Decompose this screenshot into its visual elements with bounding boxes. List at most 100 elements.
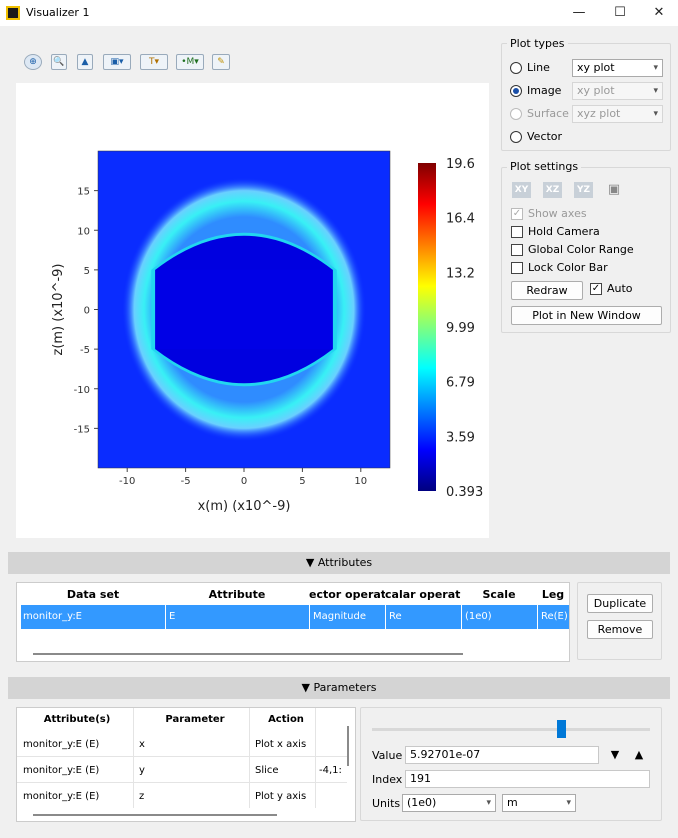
hold-camera-checkbox[interactable] bbox=[511, 226, 523, 238]
parameter-value-panel bbox=[360, 707, 662, 821]
colorbar-tick-label: 13.2 bbox=[446, 266, 475, 281]
parameter-slider-track[interactable] bbox=[372, 728, 650, 731]
x-tick-label: -10 bbox=[119, 476, 135, 487]
surface-plot-combo: xyz plot ▾ bbox=[572, 105, 663, 123]
auto-checkbox[interactable]: ✓ bbox=[590, 283, 602, 295]
save-icon[interactable]: ▣ bbox=[607, 182, 621, 197]
x-tick-label: 0 bbox=[241, 476, 247, 487]
plot-settings-title: Plot settings bbox=[507, 160, 582, 173]
table-row[interactable]: monitor_y:E (E) y Slice -4,1: bbox=[17, 758, 347, 782]
parameters-table: Attribute(s) Parameter Action monitor_y:… bbox=[16, 707, 356, 822]
text-icon[interactable]: T▾ bbox=[140, 54, 168, 70]
lock-color-bar-checkbox[interactable] bbox=[511, 262, 523, 274]
plot-canvas[interactable]: -10 -5 0 5 10 15 10 5 0 -5 -10 -15 x(m) (x10^-9) z(m)… bbox=[16, 83, 489, 538]
radio-vector[interactable] bbox=[510, 131, 522, 143]
radio-line[interactable] bbox=[510, 62, 522, 74]
cell-legend: Re(E) bbox=[541, 611, 568, 622]
colorbar-tick-label: 19.6 bbox=[446, 157, 475, 172]
maximize-button[interactable]: ☐ bbox=[614, 5, 626, 20]
units-scale-combo[interactable]: (1e0) ▾ bbox=[402, 794, 496, 812]
y-axis-label: z(m) (x10^-9) bbox=[51, 264, 66, 356]
field-interior-core bbox=[155, 269, 333, 350]
col-attributes[interactable]: Attribute(s) bbox=[43, 714, 111, 725]
col-attribute[interactable]: Attribute bbox=[208, 588, 266, 601]
col-parameter[interactable]: Parameter bbox=[165, 714, 225, 725]
x-tick-label: 10 bbox=[354, 476, 367, 487]
y-tick-label: 15 bbox=[77, 187, 90, 198]
cell-parameter: y bbox=[139, 765, 145, 776]
show-axes-checkbox: ✓ bbox=[511, 208, 523, 220]
attributes-scrollbar[interactable] bbox=[33, 653, 463, 655]
attributes-table: Data set Attribute ector operatic calar … bbox=[16, 582, 570, 662]
radio-surface bbox=[510, 108, 522, 120]
parameter-slider-thumb[interactable] bbox=[557, 720, 567, 738]
global-color-range-checkbox[interactable] bbox=[511, 244, 523, 256]
view-yz-button[interactable]: YZ bbox=[574, 182, 593, 198]
cell-parameter: z bbox=[139, 791, 145, 802]
x-axis-label: x(m) (x10^-9) bbox=[198, 499, 291, 514]
y-tick-label: -5 bbox=[80, 345, 90, 356]
global-color-range-label: Global Color Range bbox=[528, 243, 634, 256]
cell-scale: (1e0) bbox=[465, 611, 492, 622]
plot-types-title: Plot types bbox=[507, 37, 568, 50]
radio-surface-label: Surface bbox=[527, 107, 569, 120]
cell-parameter: x bbox=[139, 739, 145, 750]
close-button[interactable]: ✕ bbox=[653, 5, 665, 20]
pen-icon[interactable]: ✎ bbox=[212, 54, 230, 70]
col-legend[interactable]: Leg bbox=[541, 588, 565, 601]
x-tick-label: 5 bbox=[299, 476, 305, 487]
radio-image-label: Image bbox=[527, 84, 562, 97]
col-action[interactable]: Action bbox=[268, 714, 304, 725]
units-combo[interactable]: m ▾ bbox=[502, 794, 576, 812]
remove-button[interactable]: Remove bbox=[587, 620, 653, 639]
table-row[interactable]: monitor_y:E (E) x Plot x axis bbox=[17, 732, 347, 756]
line-plot-combo[interactable]: xy plot ▾ bbox=[572, 59, 663, 77]
minimize-button[interactable]: — bbox=[572, 5, 586, 20]
cell-action[interactable]: Slice bbox=[255, 765, 279, 776]
colorbar-tick-label: 0.393 bbox=[446, 485, 483, 500]
image-plot-combo[interactable]: xy plot ▾ bbox=[572, 82, 663, 100]
parameters-vscrollbar[interactable] bbox=[347, 726, 349, 766]
increment-arrow-icon[interactable]: ▲ bbox=[634, 748, 644, 761]
lock-color-bar-label: Lock Color Bar bbox=[528, 261, 608, 274]
col-data-set[interactable]: Data set bbox=[66, 588, 120, 601]
marker-icon[interactable]: •M▾ bbox=[176, 54, 204, 70]
attributes-header[interactable]: ▼ Attributes bbox=[8, 552, 670, 574]
radio-image[interactable] bbox=[510, 85, 522, 97]
show-axes-label: Show axes bbox=[528, 207, 587, 220]
plot-new-window-button[interactable]: Plot in New Window bbox=[511, 306, 662, 325]
zoom-icon[interactable]: ⊕ bbox=[24, 54, 42, 70]
value-field[interactable]: 5.92701e-07 bbox=[405, 746, 599, 764]
plot-types-group bbox=[501, 43, 671, 151]
view-xz-button[interactable]: XZ bbox=[543, 182, 562, 198]
y-tick-label: -10 bbox=[74, 385, 90, 396]
cell-data-set: monitor_y:E bbox=[23, 611, 83, 622]
index-field[interactable]: 191 bbox=[405, 770, 650, 788]
table-row[interactable]: monitor_y:E E Magnitude Re (1e0) Re(E) bbox=[21, 605, 569, 629]
cell-action[interactable]: Plot x axis bbox=[255, 739, 307, 750]
view-xy-button[interactable]: XY bbox=[512, 182, 531, 198]
parameters-header[interactable]: ▼ Parameters bbox=[8, 677, 670, 699]
duplicate-button[interactable]: Duplicate bbox=[587, 594, 653, 613]
zoom-box-icon[interactable]: 🔍 bbox=[51, 54, 67, 70]
col-vector-operation[interactable]: ector operatic bbox=[309, 588, 385, 601]
mountain-icon[interactable]: ▲ bbox=[77, 54, 93, 70]
redraw-button[interactable]: Redraw bbox=[511, 281, 583, 300]
decrement-arrow-icon[interactable]: ▼ bbox=[610, 748, 620, 761]
colorbar-tick-label: 16.4 bbox=[446, 212, 475, 227]
plot-settings-group bbox=[501, 167, 671, 333]
cell-attribute: monitor_y:E (E) bbox=[23, 739, 100, 750]
col-scalar-operation[interactable]: calar operatic bbox=[385, 588, 461, 601]
parameters-scrollbar[interactable] bbox=[33, 814, 277, 816]
col-scale[interactable]: Scale bbox=[482, 588, 516, 601]
colorbar bbox=[418, 163, 436, 491]
export-icon[interactable]: ▣▾ bbox=[103, 54, 131, 70]
attributes-table-header: Data set Attribute ector operatic calar … bbox=[21, 585, 569, 605]
cell-action[interactable]: Plot y axis bbox=[255, 791, 307, 802]
cell-value: -4,1: bbox=[319, 765, 342, 776]
attributes-header-label: Attributes bbox=[317, 556, 373, 569]
y-tick-label: 10 bbox=[77, 226, 90, 237]
app-icon bbox=[6, 6, 20, 20]
title-bar: Visualizer 1 — ☐ ✕ bbox=[0, 0, 678, 26]
table-row[interactable]: monitor_y:E (E) z Plot y axis bbox=[17, 784, 347, 808]
